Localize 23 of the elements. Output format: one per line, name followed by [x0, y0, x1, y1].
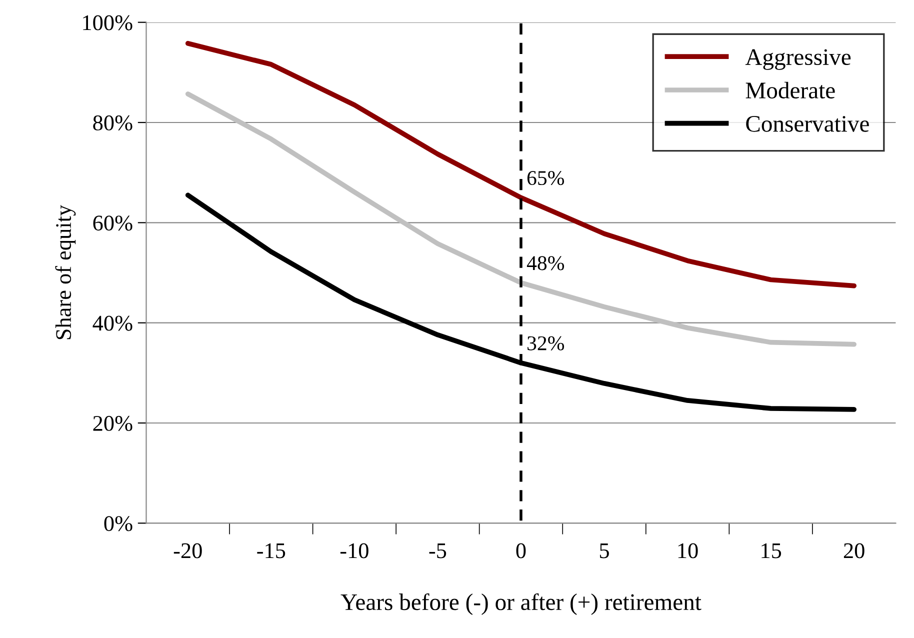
data-label: 32% [528, 336, 564, 350]
y-tick-label: 80% [93, 115, 132, 130]
legend-label: Aggressive [745, 49, 851, 70]
x-tick-label: -15 [257, 543, 286, 558]
legend-label: Conservative [746, 116, 869, 132]
y-tick-label: 100% [83, 15, 132, 30]
x-tick-label: 5 [600, 543, 609, 558]
y-tick-label: 0% [104, 516, 132, 532]
x-tick-label: 15 [762, 543, 782, 558]
legend-label: Moderate [746, 82, 835, 98]
x-tick-label: -5 [429, 543, 446, 558]
y-tick-label: 20% [93, 416, 132, 431]
data-label: 65% [527, 170, 564, 186]
x-tick-label: 20 [844, 543, 864, 558]
x-tick-label: 0 [516, 543, 526, 558]
x-tick-label: 10 [678, 543, 698, 558]
x-tick-label: -10 [340, 543, 368, 558]
y-axis-title: Share of equity [55, 204, 76, 340]
data-label: 48% [526, 256, 564, 270]
y-tick-label: 60% [93, 216, 132, 231]
x-axis-title: Years before (-) or after (+) retirement [340, 593, 702, 615]
y-tick-label: 40% [92, 316, 132, 331]
x-tick-label: -20 [174, 543, 202, 558]
